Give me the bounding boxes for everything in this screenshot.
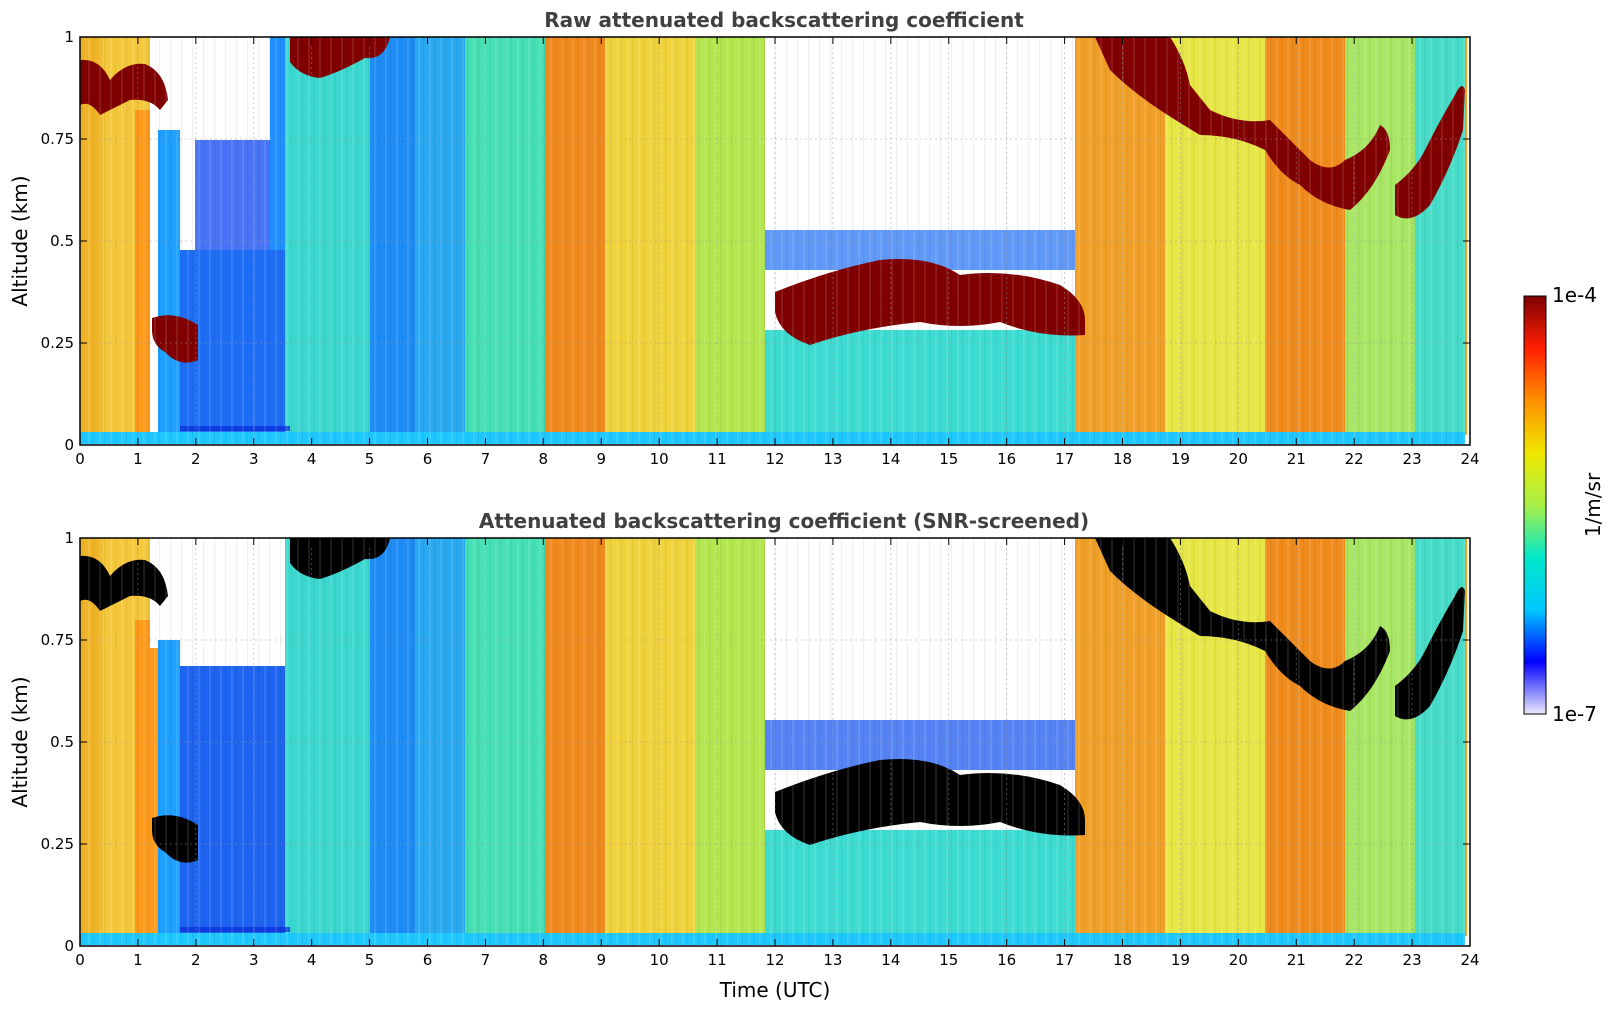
xtick-label: 14 <box>881 450 900 468</box>
panel-screened-grid <box>80 538 1470 946</box>
xtick-label: 21 <box>1287 951 1306 969</box>
ytick-label: 0 <box>64 937 74 955</box>
panel-screened-xlabel: Time (UTC) <box>719 978 831 1002</box>
colorbar-gradient <box>1523 295 1547 715</box>
streaks-overlay-scr <box>80 538 1465 946</box>
ytick-label: 0.75 <box>41 130 74 148</box>
xtick-label: 13 <box>823 951 842 969</box>
panel-raw-heatmap <box>80 37 1467 445</box>
ytick-label: 0.5 <box>50 232 74 250</box>
xtick-label: 24 <box>1460 450 1479 468</box>
xtick-label: 16 <box>997 951 1016 969</box>
xtick-label: 8 <box>539 951 549 969</box>
xtick-label: 0 <box>75 450 85 468</box>
xtick-label: 5 <box>365 951 375 969</box>
ytick-label: 1 <box>64 529 74 547</box>
xtick-label: 21 <box>1287 450 1306 468</box>
xtick-label: 8 <box>539 450 549 468</box>
panel-screened: Attenuated backscattering coefficient (S… <box>8 509 1480 1002</box>
xtick-label: 15 <box>939 450 958 468</box>
xtick-label: 6 <box>423 450 433 468</box>
xtick-label: 5 <box>365 450 375 468</box>
xtick-label: 4 <box>307 951 317 969</box>
xtick-label: 17 <box>1055 951 1074 969</box>
xtick-label: 22 <box>1345 450 1364 468</box>
xtick-label: 22 <box>1345 951 1364 969</box>
xtick-label: 10 <box>650 450 669 468</box>
xtick-label: 10 <box>650 951 669 969</box>
xtick-label: 17 <box>1055 450 1074 468</box>
streaks-overlay-raw <box>80 37 1465 445</box>
xtick-label: 19 <box>1171 450 1190 468</box>
xtick-label: 12 <box>765 450 784 468</box>
xtick-label: 13 <box>823 450 842 468</box>
panel-raw-title: Raw attenuated backscattering coefficien… <box>544 8 1024 32</box>
band2-22 <box>1465 538 1467 936</box>
xtick-label: 9 <box>596 450 606 468</box>
xtick-label: 3 <box>249 450 259 468</box>
xtick-label: 18 <box>1113 450 1132 468</box>
ytick-label: 0.25 <box>41 334 74 352</box>
xtick-label: 14 <box>881 951 900 969</box>
xtick-label: 4 <box>307 450 317 468</box>
colorbar-min-label: 1e-7 <box>1552 702 1597 726</box>
ytick-label: 0.5 <box>50 733 74 751</box>
xtick-label: 2 <box>191 951 201 969</box>
xtick-label: 20 <box>1229 951 1248 969</box>
xtick-label: 16 <box>997 450 1016 468</box>
xtick-label: 7 <box>481 450 491 468</box>
colorbar-max-label: 1e-4 <box>1552 283 1597 307</box>
xtick-label: 19 <box>1171 951 1190 969</box>
xtick-label: 7 <box>481 951 491 969</box>
xtick-label: 6 <box>423 951 433 969</box>
ytick-label: 0.25 <box>41 835 74 853</box>
panel-screened-ylabel: Altitude (km) <box>8 676 32 807</box>
panel-screened-yticks: 0 0.25 0.5 0.75 1 <box>41 529 1470 955</box>
ytick-label: 1 <box>64 28 74 46</box>
band-24 <box>1465 37 1467 435</box>
xtick-label: 24 <box>1460 951 1479 969</box>
xtick-label: 18 <box>1113 951 1132 969</box>
panel-screened-heatmap <box>80 538 1467 946</box>
panel-raw-xticks: 0 1 2 3 4 5 6 7 8 9 10 11 12 13 14 15 16 17 18 19 20 21 22 23 24 <box>75 37 1480 468</box>
xtick-label: 1 <box>133 951 143 969</box>
xtick-label: 23 <box>1403 450 1422 468</box>
xtick-label: 15 <box>939 951 958 969</box>
panel-raw-ylabel: Altitude (km) <box>8 175 32 306</box>
xtick-label: 9 <box>596 951 606 969</box>
xtick-label: 3 <box>249 951 259 969</box>
panel-screened-title: Attenuated backscattering coefficient (S… <box>479 509 1089 533</box>
panel-raw-grid <box>80 37 1470 445</box>
xtick-label: 2 <box>191 450 201 468</box>
xtick-label: 11 <box>708 951 727 969</box>
xtick-label: 0 <box>75 951 85 969</box>
ytick-label: 0 <box>64 436 74 454</box>
ytick-label: 0.75 <box>41 631 74 649</box>
xtick-label: 23 <box>1403 951 1422 969</box>
colorbar: 1e-4 1e-7 1/m/sr <box>1523 283 1605 726</box>
colorbar-label: 1/m/sr <box>1581 472 1605 537</box>
xtick-label: 20 <box>1229 450 1248 468</box>
xtick-label: 1 <box>133 450 143 468</box>
panel-raw: Raw attenuated backscattering coefficien… <box>8 8 1480 468</box>
panel-raw-yticks: 0 0.25 0.5 0.75 1 <box>41 28 1470 454</box>
xtick-label: 12 <box>765 951 784 969</box>
xtick-label: 11 <box>708 450 727 468</box>
panel-screened-xticks: 0 1 2 3 4 5 6 7 8 9 10 11 12 13 14 15 16 17 18 19 20 21 22 23 24 <box>75 538 1480 969</box>
